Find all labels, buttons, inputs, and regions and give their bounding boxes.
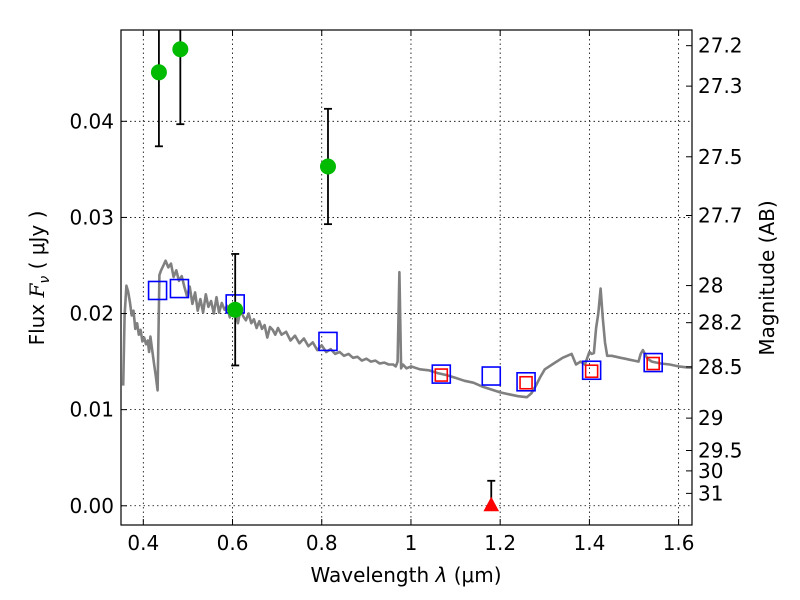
right-tick-label: 29: [698, 406, 723, 430]
model-square: [519, 375, 533, 390]
x-axis-label: Wavelength λ (μm): [310, 563, 501, 587]
observed-square: [169, 278, 190, 299]
y-tick-label: 0.03: [69, 205, 114, 229]
plot-frame: [120, 29, 693, 526]
x-tick-label: 0.6: [217, 531, 249, 555]
model-square: [584, 364, 599, 379]
model-square: [646, 356, 660, 371]
right-tick-label: 31: [698, 481, 723, 505]
right-tick-label: 29.5: [698, 439, 743, 463]
x-tick-label: 1.6: [663, 531, 695, 555]
x-tick-label: 0.8: [306, 531, 338, 555]
y-axis-label: Flux Fν ( μJy ): [25, 211, 53, 346]
plot-area: [121, 30, 692, 512]
y-tick-label: 0.02: [69, 302, 114, 326]
observed-square: [481, 366, 502, 386]
observed-square: [431, 364, 452, 384]
axes-ticks: 0.4 0.6 0.8 1 1.2 1.4 1.6 0.00 0.01 0.02 0.03 0.04 2…: [69, 30, 743, 555]
observed-square: [581, 360, 602, 381]
observed-square: [516, 371, 536, 392]
x-tick-label: 0.4: [127, 531, 159, 555]
model-square: [434, 368, 449, 382]
right-tick-label: 28.2: [698, 311, 743, 335]
grid-lines: [121, 30, 692, 525]
right-tick-label: 27.3: [698, 74, 743, 98]
flux-point: [227, 301, 244, 318]
observed-square: [147, 280, 168, 301]
sed-model-line: [121, 259, 692, 399]
y-tick-label: 0.00: [69, 494, 114, 518]
observed-square: [318, 331, 338, 352]
x-tick-label: 1: [405, 531, 418, 555]
x-tick-label: 1.4: [573, 531, 605, 555]
flux-point: [150, 64, 167, 81]
right-axis-label: Magnitude (AB): [755, 200, 779, 355]
flux-point: [319, 158, 336, 175]
flux-point: [172, 41, 189, 58]
y-tick-label: 0.04: [69, 109, 114, 133]
y-tick-label: 0.01: [69, 398, 114, 422]
right-tick-label: 27.5: [698, 145, 743, 169]
right-tick-label: 30: [698, 459, 723, 483]
x-tick-label: 1.2: [484, 531, 516, 555]
right-tick-label: 28.5: [698, 355, 743, 379]
upper-limit-point: [483, 496, 500, 512]
right-tick-label: 27.2: [698, 34, 743, 58]
observed-square: [643, 352, 663, 373]
right-tick-label: 28: [698, 274, 723, 298]
right-tick-label: 27.7: [698, 204, 743, 228]
